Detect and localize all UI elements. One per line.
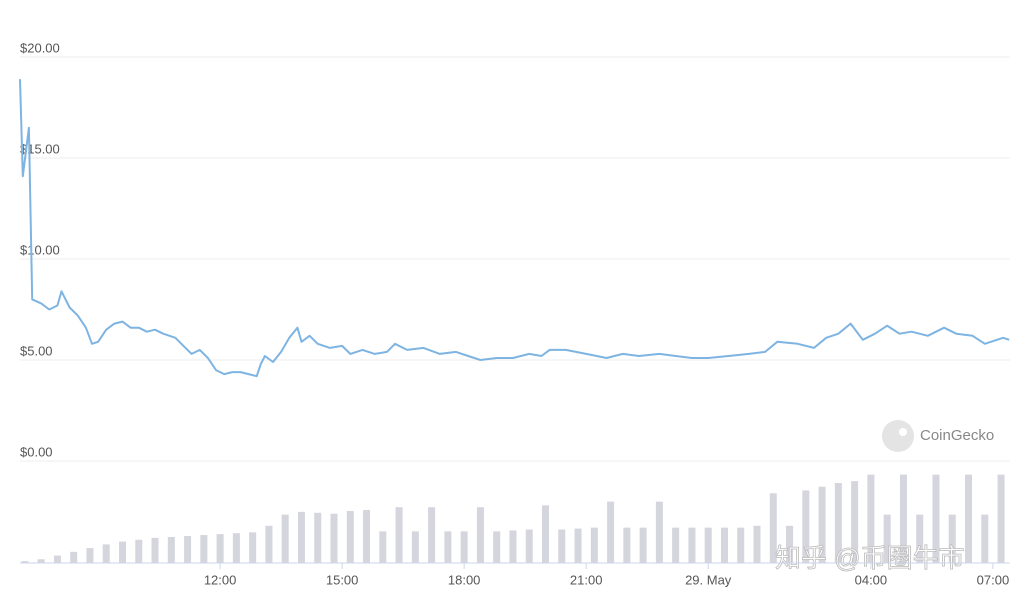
volume-bar — [542, 505, 550, 563]
volume-bar — [883, 514, 891, 563]
x-tick-label: 15:00 — [326, 572, 359, 587]
volume-bar — [769, 493, 777, 563]
volume-bar — [118, 541, 126, 563]
y-tick-label: $20.00 — [20, 40, 60, 55]
volume-bar — [216, 534, 224, 563]
volume-bar — [346, 510, 354, 563]
volume-bar — [607, 501, 615, 563]
volume-bar — [460, 531, 468, 563]
price-line — [19, 79, 1010, 378]
volume-bar — [672, 527, 680, 563]
volume-bar — [184, 536, 192, 563]
volume-bar — [867, 474, 875, 563]
volume-bar — [639, 527, 647, 563]
coingecko-logo — [882, 420, 914, 452]
volume-bar — [590, 527, 598, 563]
volume-bar — [476, 507, 484, 563]
volume-bar — [151, 537, 159, 563]
x-tick-label: 18:00 — [448, 572, 481, 587]
volume-bar — [281, 514, 289, 563]
volume-bar — [363, 509, 371, 563]
volume-bar — [428, 507, 436, 563]
x-tick-label: 07:00 — [977, 572, 1010, 587]
volume-bar — [200, 535, 208, 563]
watermark: CoinGecko — [920, 427, 994, 444]
y-tick-label: $10.00 — [20, 242, 60, 257]
volume-bar — [720, 527, 728, 563]
volume-bar — [53, 555, 61, 563]
x-tick-label: 21:00 — [570, 572, 603, 587]
volume-bar — [916, 514, 924, 563]
volume-bar — [102, 544, 110, 563]
volume-bar — [688, 527, 696, 563]
volume-bar — [655, 501, 663, 563]
volume-bar — [899, 474, 907, 563]
volume-bar — [232, 533, 240, 563]
volume-bar — [851, 481, 859, 563]
volume-bar — [997, 474, 1005, 563]
volume-bar — [21, 561, 29, 563]
volume-bar — [70, 551, 78, 563]
volume-bar — [574, 528, 582, 563]
volume-bar — [493, 531, 501, 563]
volume-bar — [558, 529, 566, 563]
volume-bar — [411, 531, 419, 563]
volume-bar — [753, 525, 761, 563]
volume-bar — [297, 511, 305, 563]
volume-bar — [135, 539, 143, 563]
volume-bar — [786, 525, 794, 563]
volume-bar — [265, 525, 273, 563]
volume-bar — [330, 513, 338, 563]
volume-bar — [379, 531, 387, 563]
x-tick-label: 29. May — [685, 572, 732, 587]
volume-bar — [965, 474, 973, 563]
watermark: 知乎 @币圈牛市 — [775, 543, 965, 573]
volume-bar — [86, 548, 94, 563]
volume-bar — [167, 536, 175, 563]
volume-bar — [981, 514, 989, 563]
volume-bar — [948, 514, 956, 563]
x-tick-label: 04:00 — [855, 572, 888, 587]
y-tick-label: $0.00 — [20, 444, 53, 459]
volume-bar — [802, 490, 810, 563]
volume-bar — [525, 529, 533, 563]
volume-bar — [932, 474, 940, 563]
volume-bar — [314, 512, 322, 563]
y-tick-label: $5.00 — [20, 343, 53, 358]
volume-bar — [249, 532, 257, 563]
volume-bar — [818, 486, 826, 563]
volume-bar — [704, 527, 712, 563]
x-tick-label: 12:00 — [204, 572, 237, 587]
volume-bar — [737, 527, 745, 563]
volume-bar — [509, 530, 517, 563]
volume-bar — [395, 507, 403, 563]
volume-bar — [37, 559, 45, 563]
volume-bar — [623, 527, 631, 563]
volume-bar — [444, 531, 452, 563]
volume-bar — [834, 483, 842, 563]
